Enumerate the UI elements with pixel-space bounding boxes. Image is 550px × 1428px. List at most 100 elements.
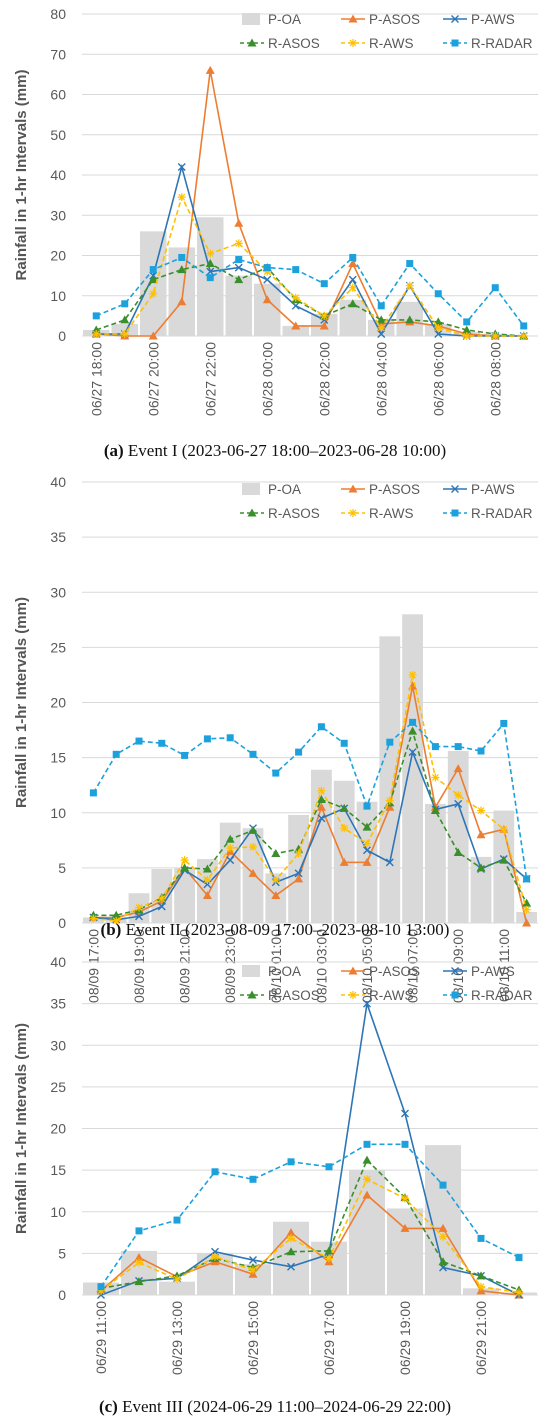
chart-panel-event-1: Rainfall in 1-hr Intervals (mm) 0 10 20 30 40… bbox=[0, 0, 550, 472]
legend-marker bbox=[247, 38, 257, 47]
caption-text: Event II (2023-08-09 17:00–2023-08-10 13… bbox=[121, 920, 450, 939]
x-tick-label: 06/28 02:00 bbox=[316, 342, 332, 416]
point-r-aws bbox=[294, 849, 303, 858]
point-r-radar bbox=[317, 723, 325, 731]
point-r-aws bbox=[92, 329, 101, 338]
point-p-asos bbox=[294, 874, 304, 883]
chart-event-3: Rainfall in 1-hr Intervals (mm) 0 5 10 15 20 2… bbox=[13, 954, 538, 1375]
point-r-radar bbox=[135, 1227, 143, 1235]
x-tick-label: 08/10 03:00 bbox=[313, 929, 329, 1003]
y-tick-label: 35 bbox=[50, 529, 66, 545]
point-r-aws bbox=[499, 825, 508, 834]
point-r-aws bbox=[206, 249, 215, 258]
point-r-asos bbox=[348, 299, 358, 308]
point-p-asos bbox=[438, 1223, 448, 1232]
point-r-radar bbox=[112, 750, 120, 758]
bar-p-oa bbox=[282, 325, 309, 336]
point-r-asos bbox=[180, 863, 190, 872]
legend-item-r-radar: R-RADAR bbox=[443, 506, 533, 521]
point-p-asos bbox=[202, 890, 212, 899]
x-tick-label: 06/27 22:00 bbox=[202, 342, 218, 416]
x-tick-label: 06/29 19:00 bbox=[397, 1301, 413, 1375]
line-r-radar bbox=[92, 721, 528, 880]
point-r-asos bbox=[234, 275, 244, 284]
point-r-aws bbox=[135, 903, 143, 912]
x-tick-label: 06/29 21:00 bbox=[473, 1301, 489, 1375]
point-p-aws bbox=[294, 869, 303, 878]
x-tick-label: 08/10 05:00 bbox=[359, 929, 375, 1003]
legend-item-p-asos: P-ASOS bbox=[341, 12, 420, 27]
legend-label: P-ASOS bbox=[369, 12, 420, 27]
line-r-aws bbox=[93, 674, 528, 922]
bar-p-oa bbox=[168, 247, 195, 336]
x-tick-label: 06/29 17:00 bbox=[321, 1301, 337, 1375]
y-tick-label: 5 bbox=[58, 860, 66, 876]
point-r-radar bbox=[89, 789, 97, 797]
legend-item-r-radar: R-RADAR bbox=[443, 988, 533, 1003]
point-r-radar bbox=[158, 739, 166, 747]
legend-marker bbox=[349, 39, 357, 47]
point-r-radar bbox=[325, 1163, 333, 1171]
bar-p-oa bbox=[288, 814, 309, 923]
point-r-asos bbox=[120, 315, 130, 324]
legend-label: R-AWS bbox=[369, 506, 414, 521]
y-tick-label: 30 bbox=[50, 207, 66, 223]
point-r-aws bbox=[515, 1288, 523, 1297]
x-tick-label: 08/10 11:00 bbox=[496, 929, 512, 1002]
bar-p-oa bbox=[387, 1208, 423, 1295]
legend-marker bbox=[247, 508, 257, 517]
y-tick-label: 5 bbox=[58, 1245, 66, 1261]
point-r-asos bbox=[438, 1257, 448, 1266]
y-tick-label: 80 bbox=[50, 6, 66, 22]
legend-label: P-OA bbox=[268, 964, 301, 979]
caption-text: Event I (2023-06-27 18:00–2023-06-28 10:… bbox=[123, 441, 447, 460]
caption-text: Event III (2024-06-29 11:00–2024-06-29 2… bbox=[117, 1397, 452, 1416]
legend-label: P-AWS bbox=[471, 964, 515, 979]
bar-p-oa bbox=[425, 1145, 461, 1295]
x-tick-label: 08/09 17:00 bbox=[85, 929, 101, 1003]
point-r-aws bbox=[454, 791, 463, 800]
x-tick-label: 06/29 15:00 bbox=[245, 1301, 261, 1375]
point-r-aws bbox=[112, 916, 121, 925]
point-p-asos bbox=[271, 890, 281, 899]
point-r-radar bbox=[272, 769, 280, 777]
point-r-aws bbox=[340, 824, 349, 833]
point-r-radar bbox=[406, 260, 414, 268]
legend-item-r-aws: R-AWS bbox=[341, 36, 414, 51]
caption-letter: (c) bbox=[98, 1397, 118, 1416]
point-p-asos bbox=[476, 830, 486, 839]
y-tick-label: 20 bbox=[50, 695, 66, 711]
point-p-aws bbox=[234, 263, 243, 272]
point-p-asos bbox=[362, 857, 372, 866]
point-r-radar bbox=[121, 300, 129, 308]
legend-marker bbox=[348, 966, 358, 975]
point-r-aws bbox=[135, 1258, 143, 1267]
point-r-asos bbox=[499, 855, 509, 864]
caption-event-1: (a) Event I (2023-06-27 18:00–2023-06-28… bbox=[0, 441, 550, 461]
point-r-aws bbox=[291, 293, 300, 302]
legend-label: P-ASOS bbox=[369, 482, 420, 497]
point-r-radar bbox=[363, 802, 371, 810]
legend-item-p-aws: P-AWS bbox=[443, 482, 515, 497]
point-r-aws bbox=[439, 1232, 447, 1241]
point-r-asos bbox=[430, 806, 440, 815]
legend-item-r-asos: R-ASOS bbox=[240, 506, 320, 521]
legend-marker bbox=[348, 14, 358, 23]
point-p-asos bbox=[286, 1228, 296, 1237]
point-r-aws bbox=[249, 842, 257, 851]
point-r-aws bbox=[157, 894, 166, 903]
bar-p-oa bbox=[225, 275, 252, 336]
series-r-aws bbox=[97, 1175, 523, 1297]
point-r-asos bbox=[202, 864, 212, 873]
point-r-aws bbox=[317, 786, 326, 795]
legend-label: R-AWS bbox=[369, 988, 414, 1003]
caption-letter: (a) bbox=[103, 441, 124, 460]
x-tick-label: 06/28 00:00 bbox=[259, 342, 275, 416]
point-r-radar bbox=[454, 743, 462, 751]
point-r-asos bbox=[476, 1271, 486, 1280]
y-tick-label: 60 bbox=[50, 87, 66, 103]
point-p-aws bbox=[249, 1256, 257, 1265]
legend-label: P-OA bbox=[268, 12, 301, 27]
point-r-radar bbox=[287, 1158, 295, 1166]
point-r-aws bbox=[177, 193, 186, 202]
